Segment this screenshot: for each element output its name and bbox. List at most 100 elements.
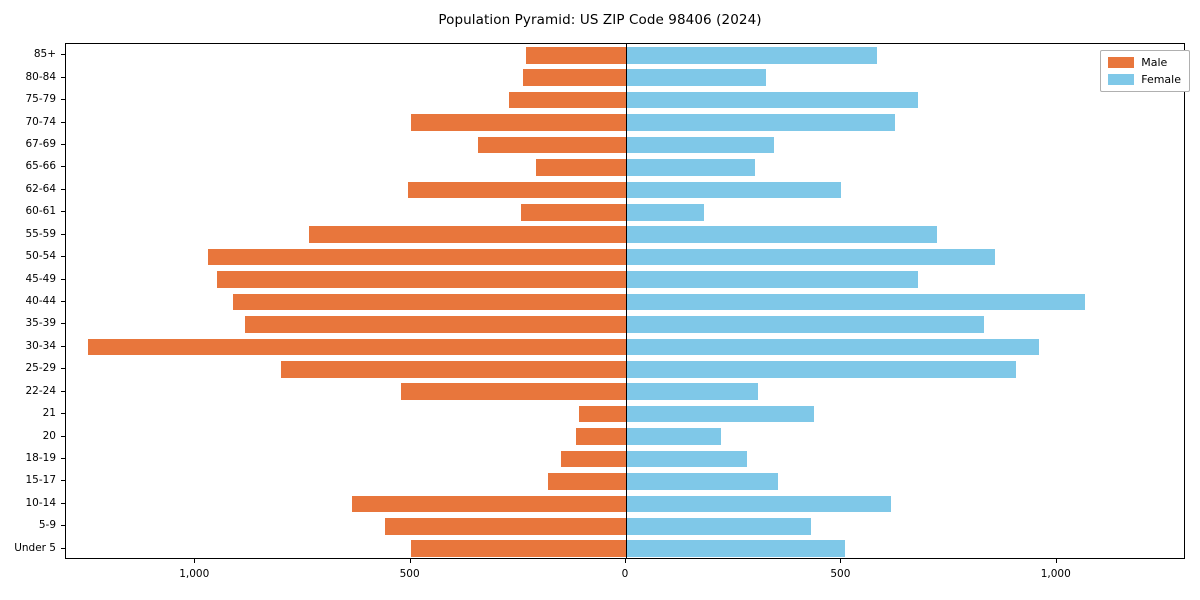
bar-female: [626, 203, 705, 221]
bar-male: [578, 405, 626, 423]
y-tick-mark: [61, 234, 65, 235]
bar-male: [521, 203, 626, 221]
bar-female: [626, 361, 1016, 378]
bar-row: [66, 159, 1184, 176]
bar-female: [626, 46, 877, 64]
bar-male: [216, 271, 626, 288]
bar-row: [66, 248, 1184, 266]
legend-item-female: Female: [1108, 73, 1181, 86]
y-tick-mark: [61, 525, 65, 526]
male-swatch: [1108, 57, 1135, 68]
y-tick-mark: [61, 458, 65, 459]
y-tick-label: 50-54: [25, 250, 56, 263]
bar-female: [626, 316, 984, 333]
bar-male: [308, 226, 626, 243]
y-tick-mark: [61, 391, 65, 392]
bar-female: [626, 473, 778, 490]
bar-row: [66, 293, 1184, 311]
y-tick-label: 25-29: [25, 362, 56, 375]
chart-legend: Male Female: [1100, 50, 1190, 92]
bar-female: [626, 518, 812, 535]
bar-female: [626, 271, 918, 288]
y-tick-label: 60-61: [25, 205, 56, 218]
bar-male: [536, 159, 626, 176]
bar-male: [526, 46, 626, 64]
y-tick-mark: [61, 99, 65, 100]
y-tick-mark: [61, 548, 65, 549]
y-tick-label: 20: [42, 429, 56, 442]
bar-row: [66, 495, 1184, 513]
bar-female: [626, 69, 766, 86]
bar-male: [477, 136, 626, 154]
bar-male: [561, 450, 626, 468]
y-tick-label: 85+: [33, 48, 56, 61]
y-tick-mark: [61, 323, 65, 324]
x-tick-label: 1,000: [179, 568, 210, 580]
bar-row: [66, 136, 1184, 154]
x-tick-label: 0: [621, 568, 629, 580]
bar-male: [208, 248, 626, 266]
bar-female: [626, 338, 1040, 356]
bar-male: [400, 383, 626, 401]
bar-row: [66, 46, 1184, 64]
x-tick-mark: [625, 559, 626, 563]
x-tick-mark: [194, 559, 195, 563]
bar-row: [66, 540, 1184, 558]
y-tick-mark: [61, 279, 65, 280]
female-swatch: [1108, 74, 1135, 85]
y-tick-mark: [61, 346, 65, 347]
y-tick-label: 62-64: [25, 182, 56, 195]
x-tick-mark: [840, 559, 841, 563]
bar-male: [410, 114, 626, 131]
bar-male: [509, 91, 626, 109]
bars-layer: [66, 44, 1184, 558]
y-tick-label: 40-44: [25, 295, 56, 307]
bar-row: [66, 316, 1184, 333]
y-tick-label: 21: [42, 407, 56, 420]
y-tick-label: 10-14: [25, 496, 56, 509]
y-tick-mark: [61, 301, 65, 302]
y-tick-label: 35-39: [25, 317, 56, 330]
y-tick-label: 75-79: [25, 93, 56, 106]
bar-row: [66, 69, 1184, 86]
y-tick-mark: [61, 211, 65, 212]
legend-label-male: Male: [1141, 56, 1168, 69]
x-tick-mark: [1056, 559, 1057, 563]
x-tick-mark: [410, 559, 411, 563]
y-tick-label: Under 5: [14, 541, 56, 554]
y-tick-label: 45-49: [25, 272, 56, 285]
bar-row: [66, 473, 1184, 490]
bar-female: [626, 495, 892, 513]
y-tick-label: 15-17: [25, 474, 56, 487]
y-tick-mark: [61, 256, 65, 257]
y-tick-mark: [61, 77, 65, 78]
bar-female: [626, 383, 759, 401]
bar-male: [410, 540, 626, 558]
y-tick-mark: [61, 436, 65, 437]
bar-male: [352, 495, 626, 513]
bar-male: [232, 293, 626, 311]
bar-female: [626, 91, 918, 109]
y-tick-mark: [61, 54, 65, 55]
chart-title: Population Pyramid: US ZIP Code 98406 (2…: [438, 12, 762, 28]
y-tick-mark: [61, 166, 65, 167]
zero-axis-line: [626, 44, 628, 558]
bar-male: [523, 69, 626, 86]
y-tick-mark: [61, 413, 65, 414]
bar-row: [66, 450, 1184, 468]
y-tick-mark: [61, 144, 65, 145]
y-tick-mark: [61, 368, 65, 369]
bar-female: [626, 114, 896, 131]
bar-row: [66, 405, 1184, 423]
y-tick-label: 55-59: [25, 227, 56, 240]
x-tick-label: 1,000: [1040, 568, 1071, 580]
bar-row: [66, 383, 1184, 401]
bar-male: [408, 181, 626, 199]
bar-row: [66, 361, 1184, 378]
bar-female: [626, 293, 1086, 311]
y-tick-label: 22-24: [25, 384, 56, 397]
bar-row: [66, 114, 1184, 131]
y-tick-label: 67-69: [25, 137, 56, 150]
bar-row: [66, 91, 1184, 109]
